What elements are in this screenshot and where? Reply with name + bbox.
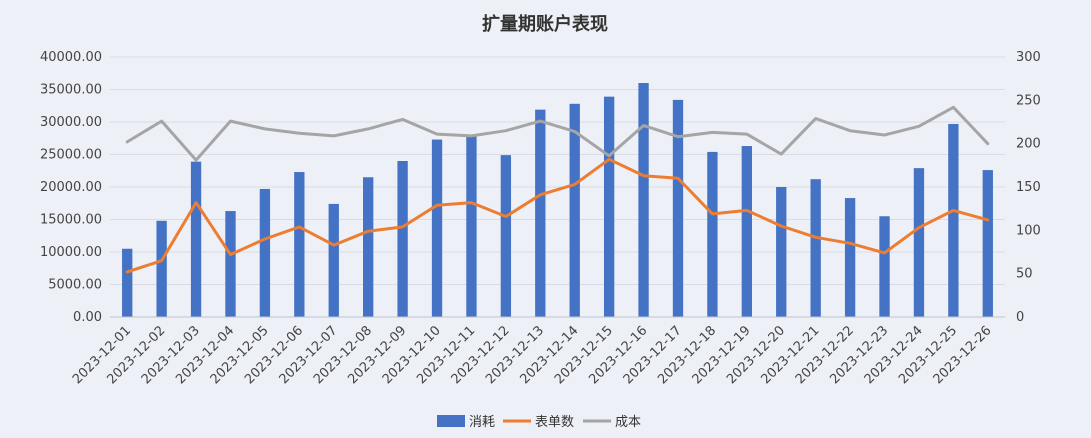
bar — [225, 211, 236, 317]
bar — [603, 96, 615, 318]
series-line — [125, 157, 990, 274]
y-left-tick-label: 5000.00 — [48, 278, 102, 293]
y-left-tick-label: 40000.00 — [40, 50, 102, 65]
bar — [707, 151, 718, 317]
bar — [466, 136, 477, 317]
bar — [363, 177, 374, 317]
bar — [879, 216, 890, 317]
bar — [397, 161, 408, 317]
y-left-tick-label: 0.00 — [73, 310, 102, 325]
bar — [913, 168, 925, 317]
bar — [500, 155, 512, 317]
chart-title: 扩量期账户表现 — [482, 13, 608, 35]
series-line — [125, 105, 990, 162]
y-axis-right: 0 50 100 150 200 250 300 — [1016, 50, 1041, 325]
gridlines — [110, 56, 1005, 318]
x-axis: 2023-12-012023-12-022023-12-032023-12-04… — [70, 316, 1005, 387]
bar — [294, 172, 305, 317]
y-right-tick-label: 200 — [1016, 137, 1041, 152]
legend-label: 成本 — [615, 415, 641, 430]
legend[interactable]: 消耗 表单数 成本 — [437, 415, 641, 430]
bar — [259, 188, 271, 317]
y-right-tick-label: 300 — [1016, 50, 1041, 65]
y-left-tick-label: 35000.00 — [40, 83, 102, 98]
bar — [776, 187, 787, 317]
bar — [948, 123, 959, 317]
bar — [638, 83, 649, 317]
y-right-tick-label: 0 — [1016, 310, 1024, 325]
y-right-tick-label: 50 — [1016, 267, 1033, 282]
y-left-tick-label: 30000.00 — [40, 115, 102, 130]
bar — [156, 220, 167, 317]
bar — [190, 161, 202, 317]
bar — [535, 109, 546, 318]
y-left-tick-label: 25000.00 — [40, 148, 102, 163]
y-right-tick-label: 250 — [1016, 93, 1041, 108]
y-axis-left: 0.00 5000.00 10000.00 15000.00 20000.00 25000… — [40, 50, 102, 325]
bar — [122, 248, 133, 317]
bar — [569, 103, 580, 317]
bar — [672, 99, 684, 318]
bar — [982, 170, 993, 317]
legend-swatch — [437, 415, 465, 427]
legend-label: 表单数 — [535, 415, 574, 430]
bar — [741, 146, 752, 317]
bar — [328, 203, 339, 317]
y-right-tick-label: 100 — [1016, 223, 1041, 238]
bar — [810, 179, 821, 317]
line-series — [125, 105, 990, 274]
legend-label: 消耗 — [469, 415, 495, 430]
y-right-tick-label: 150 — [1016, 180, 1041, 195]
bar-series — [122, 83, 993, 318]
bar — [844, 198, 856, 317]
y-left-tick-label: 10000.00 — [40, 245, 102, 260]
bar — [431, 139, 443, 317]
y-left-tick-label: 20000.00 — [40, 180, 102, 195]
y-left-tick-label: 15000.00 — [40, 213, 102, 228]
